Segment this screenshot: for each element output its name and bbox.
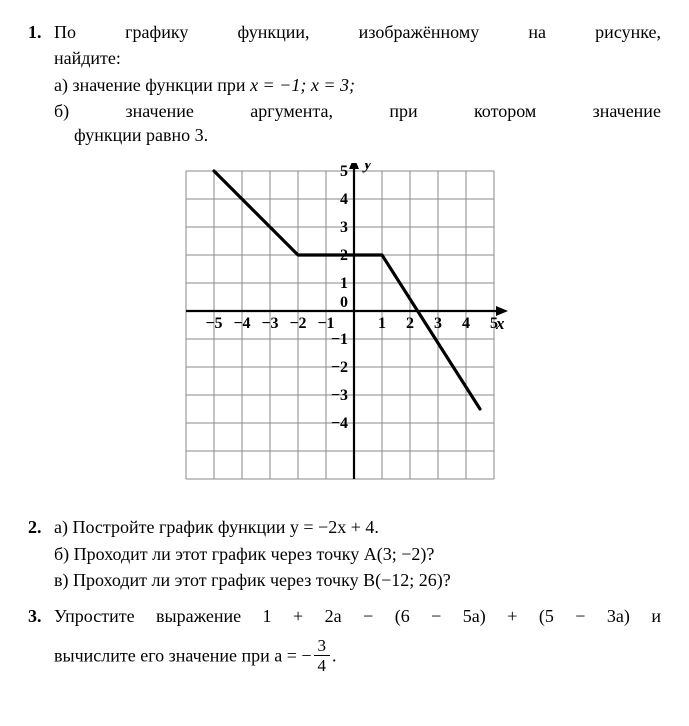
svg-text:3: 3	[340, 219, 348, 236]
p1-a-x2: x = 3;	[311, 75, 355, 95]
p1-a-label: а)	[54, 75, 68, 95]
problem-number: 1.	[28, 20, 54, 149]
fraction-denominator: 4	[314, 656, 331, 674]
p1-a-x1: x = −1;	[250, 75, 306, 95]
p1-b-w5: значение	[593, 99, 661, 123]
svg-text:1: 1	[378, 315, 386, 332]
svg-text:−3: −3	[261, 315, 278, 332]
p2-b: б) Проходит ли этот график через точку A…	[54, 542, 661, 566]
p1-part-a: а) значение функции при x = −1; x = 3;	[54, 73, 661, 97]
problem-body: Упростите выражение 1 + 2a − (6 − 5a) + …	[54, 604, 661, 677]
svg-text:y: y	[362, 163, 372, 173]
p3-line2: вычислите его значение при a = −34.	[54, 639, 661, 676]
svg-text:−1: −1	[330, 331, 347, 348]
p1-a-text: значение функции при	[72, 75, 245, 95]
svg-text:0: 0	[340, 294, 348, 311]
problem-1: 1. По графику функции, изображённому на …	[28, 20, 661, 149]
p1-part-b: б) значение аргумента, при котором значе…	[54, 99, 661, 148]
fraction-numerator: 3	[314, 637, 331, 656]
p1-b-w1: значение	[126, 99, 194, 123]
problem-number: 2.	[28, 515, 54, 594]
problem-3: 3. Упростите выражение 1 + 2a − (6 − 5a)…	[28, 604, 661, 677]
p2-a: а) Постройте график функции y = −2x + 4.	[54, 515, 661, 539]
svg-text:4: 4	[340, 191, 348, 208]
chart-container: −5−4−3−2−11234512345−1−2−3−40yx	[28, 163, 661, 497]
svg-text:−4: −4	[330, 415, 347, 432]
svg-text:−1: −1	[317, 315, 334, 332]
problem-body: По графику функции, изображённому на рис…	[54, 20, 661, 149]
svg-text:−4: −4	[233, 315, 250, 332]
p3-line2-post: .	[332, 645, 337, 665]
p1-b-line2: функции равно 3.	[74, 123, 661, 147]
problem-number: 3.	[28, 604, 54, 677]
p3-line2-pre: вычислите его значение при a = −	[54, 645, 312, 665]
svg-text:x: x	[495, 314, 505, 333]
p1-lead-line1: По графику функции, изображённому на рис…	[54, 20, 661, 44]
p1-b-line1: б) значение аргумента, при котором значе…	[54, 99, 661, 123]
svg-text:2: 2	[406, 315, 414, 332]
p3-line1: Упростите выражение 1 + 2a − (6 − 5a) + …	[54, 604, 661, 628]
fraction: 34	[314, 637, 331, 674]
svg-text:1: 1	[340, 275, 348, 292]
svg-text:−2: −2	[330, 359, 347, 376]
p2-c: в) Проходит ли этот график через точку B…	[54, 568, 661, 592]
svg-text:−3: −3	[330, 387, 347, 404]
p1-b-label: б)	[54, 99, 69, 123]
p1-lead-line2: найдите:	[54, 46, 661, 70]
svg-text:5: 5	[340, 163, 348, 180]
p1-b-w3: при	[389, 99, 417, 123]
p1-b-w2: аргумента,	[250, 99, 333, 123]
svg-text:4: 4	[462, 315, 470, 332]
problem-body: а) Постройте график функции y = −2x + 4.…	[54, 515, 661, 594]
problem-2: 2. а) Постройте график функции y = −2x +…	[28, 515, 661, 594]
svg-text:−5: −5	[205, 315, 222, 332]
p1-b-w4: котором	[474, 99, 536, 123]
svg-text:−2: −2	[289, 315, 306, 332]
function-graph: −5−4−3−2−11234512345−1−2−3−40yx	[178, 163, 512, 497]
svg-text:3: 3	[434, 315, 442, 332]
